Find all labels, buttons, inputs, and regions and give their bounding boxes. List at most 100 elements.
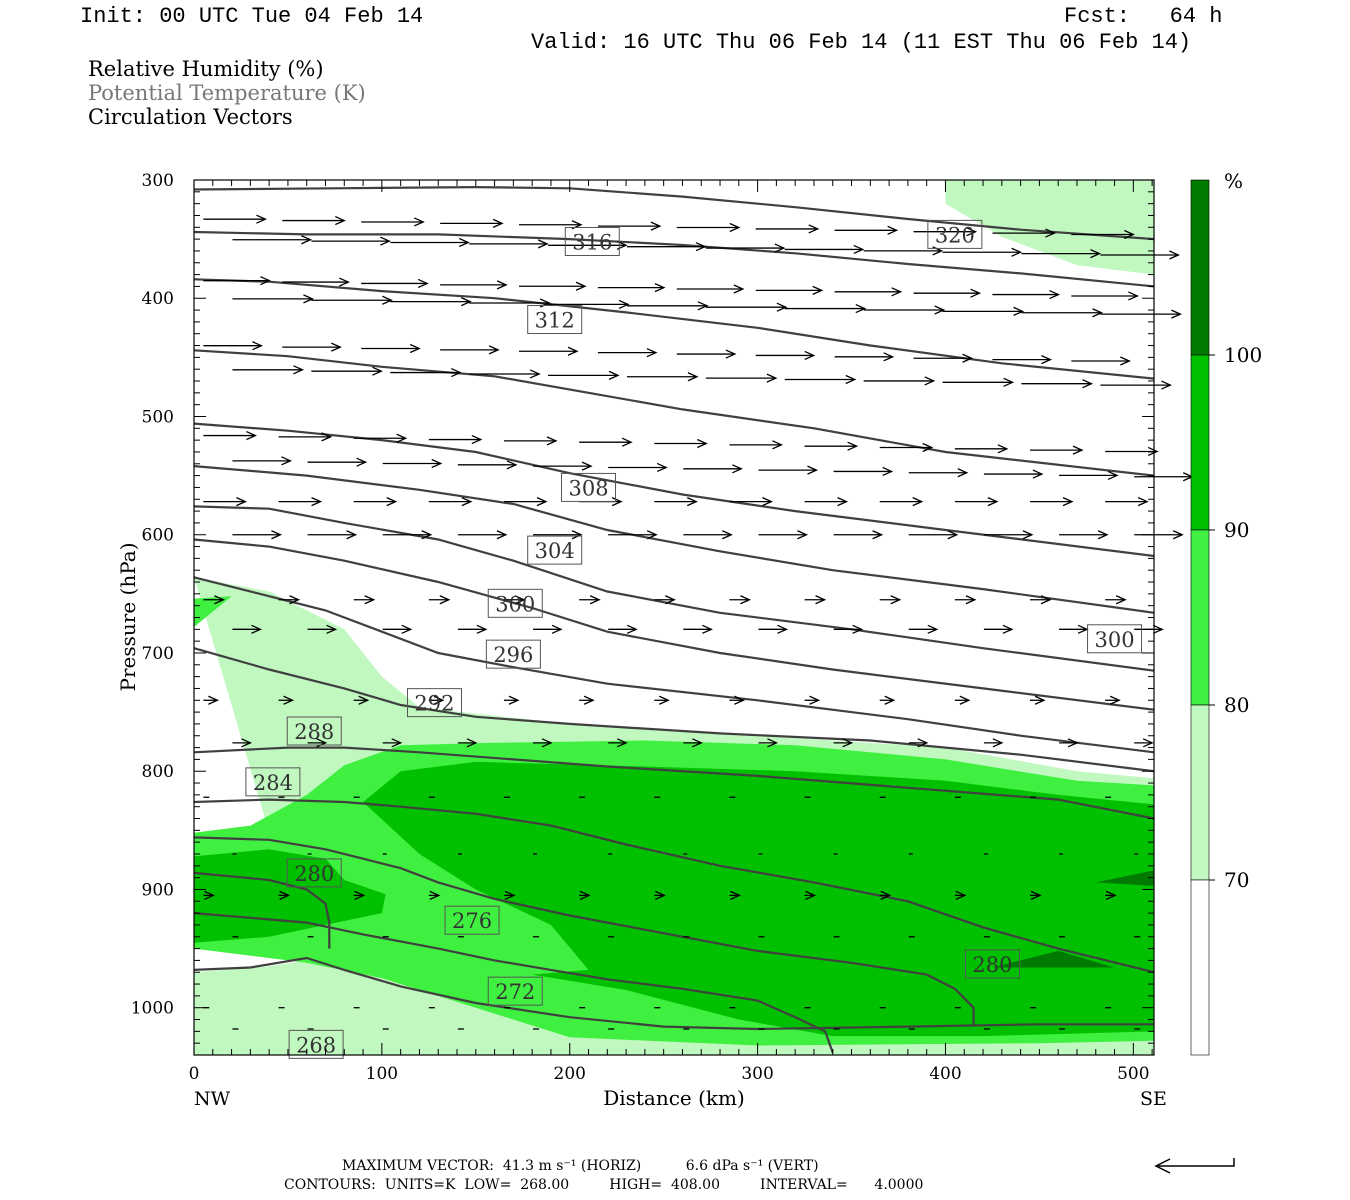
circulation-vector [457,530,508,540]
rh-100-plus-region [1095,870,1154,886]
circulation-vector [597,221,662,231]
circulation-vector [353,433,408,443]
circulation-vector [608,530,658,540]
theta-contour-line [193,647,1155,773]
circulation-vector [863,305,946,315]
circulation-vector [361,278,429,289]
svg-text:276: 276 [452,909,492,933]
theta-contour-line [193,505,1155,672]
theta-contour-label: 300 [487,588,543,618]
circulation-vector [282,277,350,287]
circulation-vector [548,370,620,380]
circulation-vector [382,738,403,748]
circulation-vector [548,299,630,310]
circulation-vector [913,227,978,237]
svg-text:280: 280 [294,862,334,886]
circulation-vector [626,372,699,382]
circulation-vector [469,369,541,379]
circulation-vector [519,346,579,356]
x-left-end-label: NW [194,1088,231,1110]
circulation-vector [311,236,391,246]
circulation-vector [503,595,526,605]
circulation-vector [232,365,305,375]
circulation-vector [361,343,421,354]
circulation-vector [382,624,413,634]
theta-contour-label: 312 [527,305,583,335]
circulation-vector [863,376,936,386]
rh-70-80-region-top [945,180,1154,275]
circulation-vector [469,239,549,249]
svg-text:300: 300 [495,592,535,616]
circulation-vector [533,530,583,540]
theta-contour-line [193,956,1154,1031]
y-tick-label: 1000 [131,999,174,1019]
y-tick-label: 600 [142,526,174,546]
circulation-vector [307,530,358,540]
circulation-vector [992,355,1053,365]
circulation-vector [1059,530,1109,540]
theta-contour-line [193,349,1155,477]
circulation-vector [1030,595,1052,605]
theta-contour-line [193,836,975,1027]
circulation-vector [597,348,658,358]
svg-text:292: 292 [414,692,454,716]
circulation-vector [676,284,745,294]
circulation-vector [390,237,470,248]
circulation-vector [758,624,789,634]
circulation-vector [232,456,293,466]
circulation-vector [804,890,817,900]
y-axis-label: Pressure (hPa) [116,543,140,692]
circulation-vector [428,595,451,605]
circulation-vector [1100,250,1180,260]
circulation-vector [1100,309,1182,319]
circulation-vector [307,624,338,634]
svg-text:272: 272 [495,980,535,1004]
x-tick-label: 0 [189,1064,200,1084]
circulation-vector [833,466,894,477]
circulation-vector [654,497,698,507]
forecast-hour: Fcst: 64 h [1064,4,1223,29]
circulation-vector [382,458,443,469]
circulation-vector [942,247,1023,257]
circulation-vector [834,287,903,297]
circulation-vector [232,294,315,304]
circulation-vector [676,222,741,233]
init-time: Init: 00 UTC Tue 04 Feb 14 [80,4,424,29]
x-right-end-label: SE [1140,1088,1167,1110]
circulation-vector [390,297,472,307]
circulation-vector [942,377,1015,387]
theta-contour-line [193,538,1155,711]
circulation-vector [579,595,601,605]
circulation-vector [1059,738,1079,748]
circulation-vector [1071,356,1131,366]
circulation-vector [311,366,383,376]
theta-contour-label: 284 [245,767,301,797]
circulation-vector [1105,695,1121,705]
circulation-vector [1030,695,1046,705]
circulation-vector [579,695,595,705]
circulation-vector [278,595,301,605]
circulation-vector [353,497,398,507]
theta-contour-label: 280 [964,949,1020,979]
circulation-vector [804,497,849,507]
circulation-vector [908,624,939,634]
circulation-vector [232,738,253,748]
circulation-vector [1134,738,1154,748]
x-tick-label: 400 [929,1064,961,1084]
circulation-vector [203,595,225,605]
contour-labels: 320 316 312 308 304 300 296 292 288 284 280 300 276 2… [245,219,1143,1059]
circulation-vector [282,342,342,352]
circulation-vector [1100,380,1172,390]
circulation-vector [784,374,857,385]
circulation-vector [913,353,974,363]
circulation-vector [1021,249,1102,259]
circulation-vector [203,430,257,441]
circulation-vector [758,530,809,540]
circulation-vector [879,442,934,453]
circulation-vector [908,530,959,540]
circulation-vector [705,373,778,383]
circulation-vector [729,497,774,507]
theta-contours [193,185,1155,1053]
circulation-vector [804,441,859,451]
